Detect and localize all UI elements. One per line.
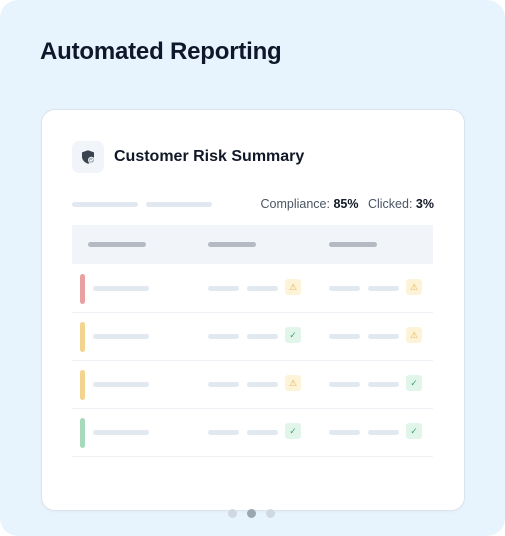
risk-indicator-medium bbox=[80, 370, 85, 400]
metrics-summary: Compliance: 85% Clicked: 3% bbox=[260, 197, 434, 211]
cell-placeholder bbox=[368, 430, 399, 435]
compliance-label: Compliance: bbox=[260, 197, 330, 211]
report-card: Customer Risk Summary Compliance: 85% Cl… bbox=[41, 109, 465, 511]
table-row: ⚠ ⚠ bbox=[72, 264, 433, 313]
check-icon: ✓ bbox=[285, 423, 301, 439]
table-row: ✓ ✓ bbox=[72, 408, 433, 457]
cell-placeholder bbox=[329, 286, 360, 291]
filter-placeholder bbox=[72, 202, 138, 207]
cell-placeholder bbox=[368, 286, 399, 291]
clicked-value: 3% bbox=[415, 197, 434, 211]
check-icon: ✓ bbox=[406, 423, 422, 439]
cell-placeholder bbox=[208, 382, 239, 387]
cell-placeholder bbox=[93, 286, 149, 291]
cell-placeholder bbox=[329, 430, 360, 435]
card-header: Customer Risk Summary bbox=[72, 140, 304, 174]
check-icon: ✓ bbox=[406, 375, 422, 391]
cell-placeholder bbox=[208, 430, 239, 435]
cell-placeholder bbox=[368, 334, 399, 339]
carousel-dot[interactable] bbox=[266, 509, 275, 518]
cell-placeholder bbox=[329, 334, 360, 339]
warning-icon: ⚠ bbox=[406, 327, 422, 343]
shield-check-icon bbox=[72, 141, 104, 173]
column-header-placeholder bbox=[208, 242, 256, 247]
column-header-placeholder bbox=[329, 242, 377, 247]
cell-placeholder bbox=[247, 334, 278, 339]
cell-placeholder bbox=[208, 286, 239, 291]
fade-overlay bbox=[42, 450, 464, 510]
warning-icon: ⚠ bbox=[406, 279, 422, 295]
check-icon: ✓ bbox=[285, 327, 301, 343]
risk-indicator-low bbox=[80, 418, 85, 448]
risk-indicator-high bbox=[80, 274, 85, 304]
page-title: Automated Reporting bbox=[40, 38, 282, 65]
table-header bbox=[72, 225, 433, 264]
cell-placeholder bbox=[93, 430, 149, 435]
carousel-dots bbox=[228, 509, 285, 518]
cell-placeholder bbox=[368, 382, 399, 387]
cell-placeholder bbox=[329, 382, 360, 387]
warning-icon: ⚠ bbox=[285, 279, 301, 295]
table-row: ⚠ ✓ bbox=[72, 360, 433, 409]
table-row: ✓ ⚠ bbox=[72, 312, 433, 361]
clicked-label: Clicked: bbox=[367, 197, 413, 211]
warning-icon: ⚠ bbox=[285, 375, 301, 391]
cell-placeholder bbox=[247, 286, 278, 291]
card-title: Customer Risk Summary bbox=[114, 148, 305, 165]
cell-placeholder bbox=[93, 382, 149, 387]
cell-placeholder bbox=[247, 382, 278, 387]
column-header-placeholder bbox=[88, 242, 146, 247]
carousel-dot[interactable] bbox=[247, 509, 256, 518]
cell-placeholder bbox=[93, 334, 149, 339]
filter-placeholder bbox=[146, 202, 212, 207]
cell-placeholder bbox=[208, 334, 239, 339]
cell-placeholder bbox=[247, 430, 278, 435]
carousel-dot[interactable] bbox=[228, 509, 237, 518]
compliance-value: 85% bbox=[333, 197, 359, 211]
risk-indicator-medium bbox=[80, 322, 85, 352]
